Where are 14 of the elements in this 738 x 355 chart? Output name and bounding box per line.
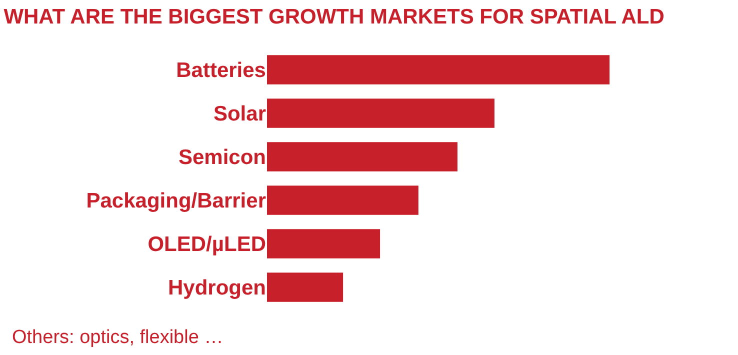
y-tick-label: Solar xyxy=(213,102,266,126)
bar xyxy=(267,55,610,84)
text: Others: optics, flexible … xyxy=(12,327,224,348)
chart-title: WHAT ARE THE BIGGEST GROWTH MARKETS FOR SPATIAL ALD xyxy=(4,6,664,29)
y-tick-label: Packaging/Barrier xyxy=(86,190,266,213)
bar xyxy=(267,142,458,172)
y-tick-label: OLED/µLED xyxy=(148,233,266,256)
bar xyxy=(267,229,380,258)
y-tick-label: Hydrogen xyxy=(168,276,266,300)
bar xyxy=(267,272,344,302)
y-tick-label: Batteries xyxy=(176,59,266,82)
bar xyxy=(267,98,494,128)
y-tick-label: Semicon xyxy=(178,146,266,170)
bar xyxy=(267,186,418,215)
